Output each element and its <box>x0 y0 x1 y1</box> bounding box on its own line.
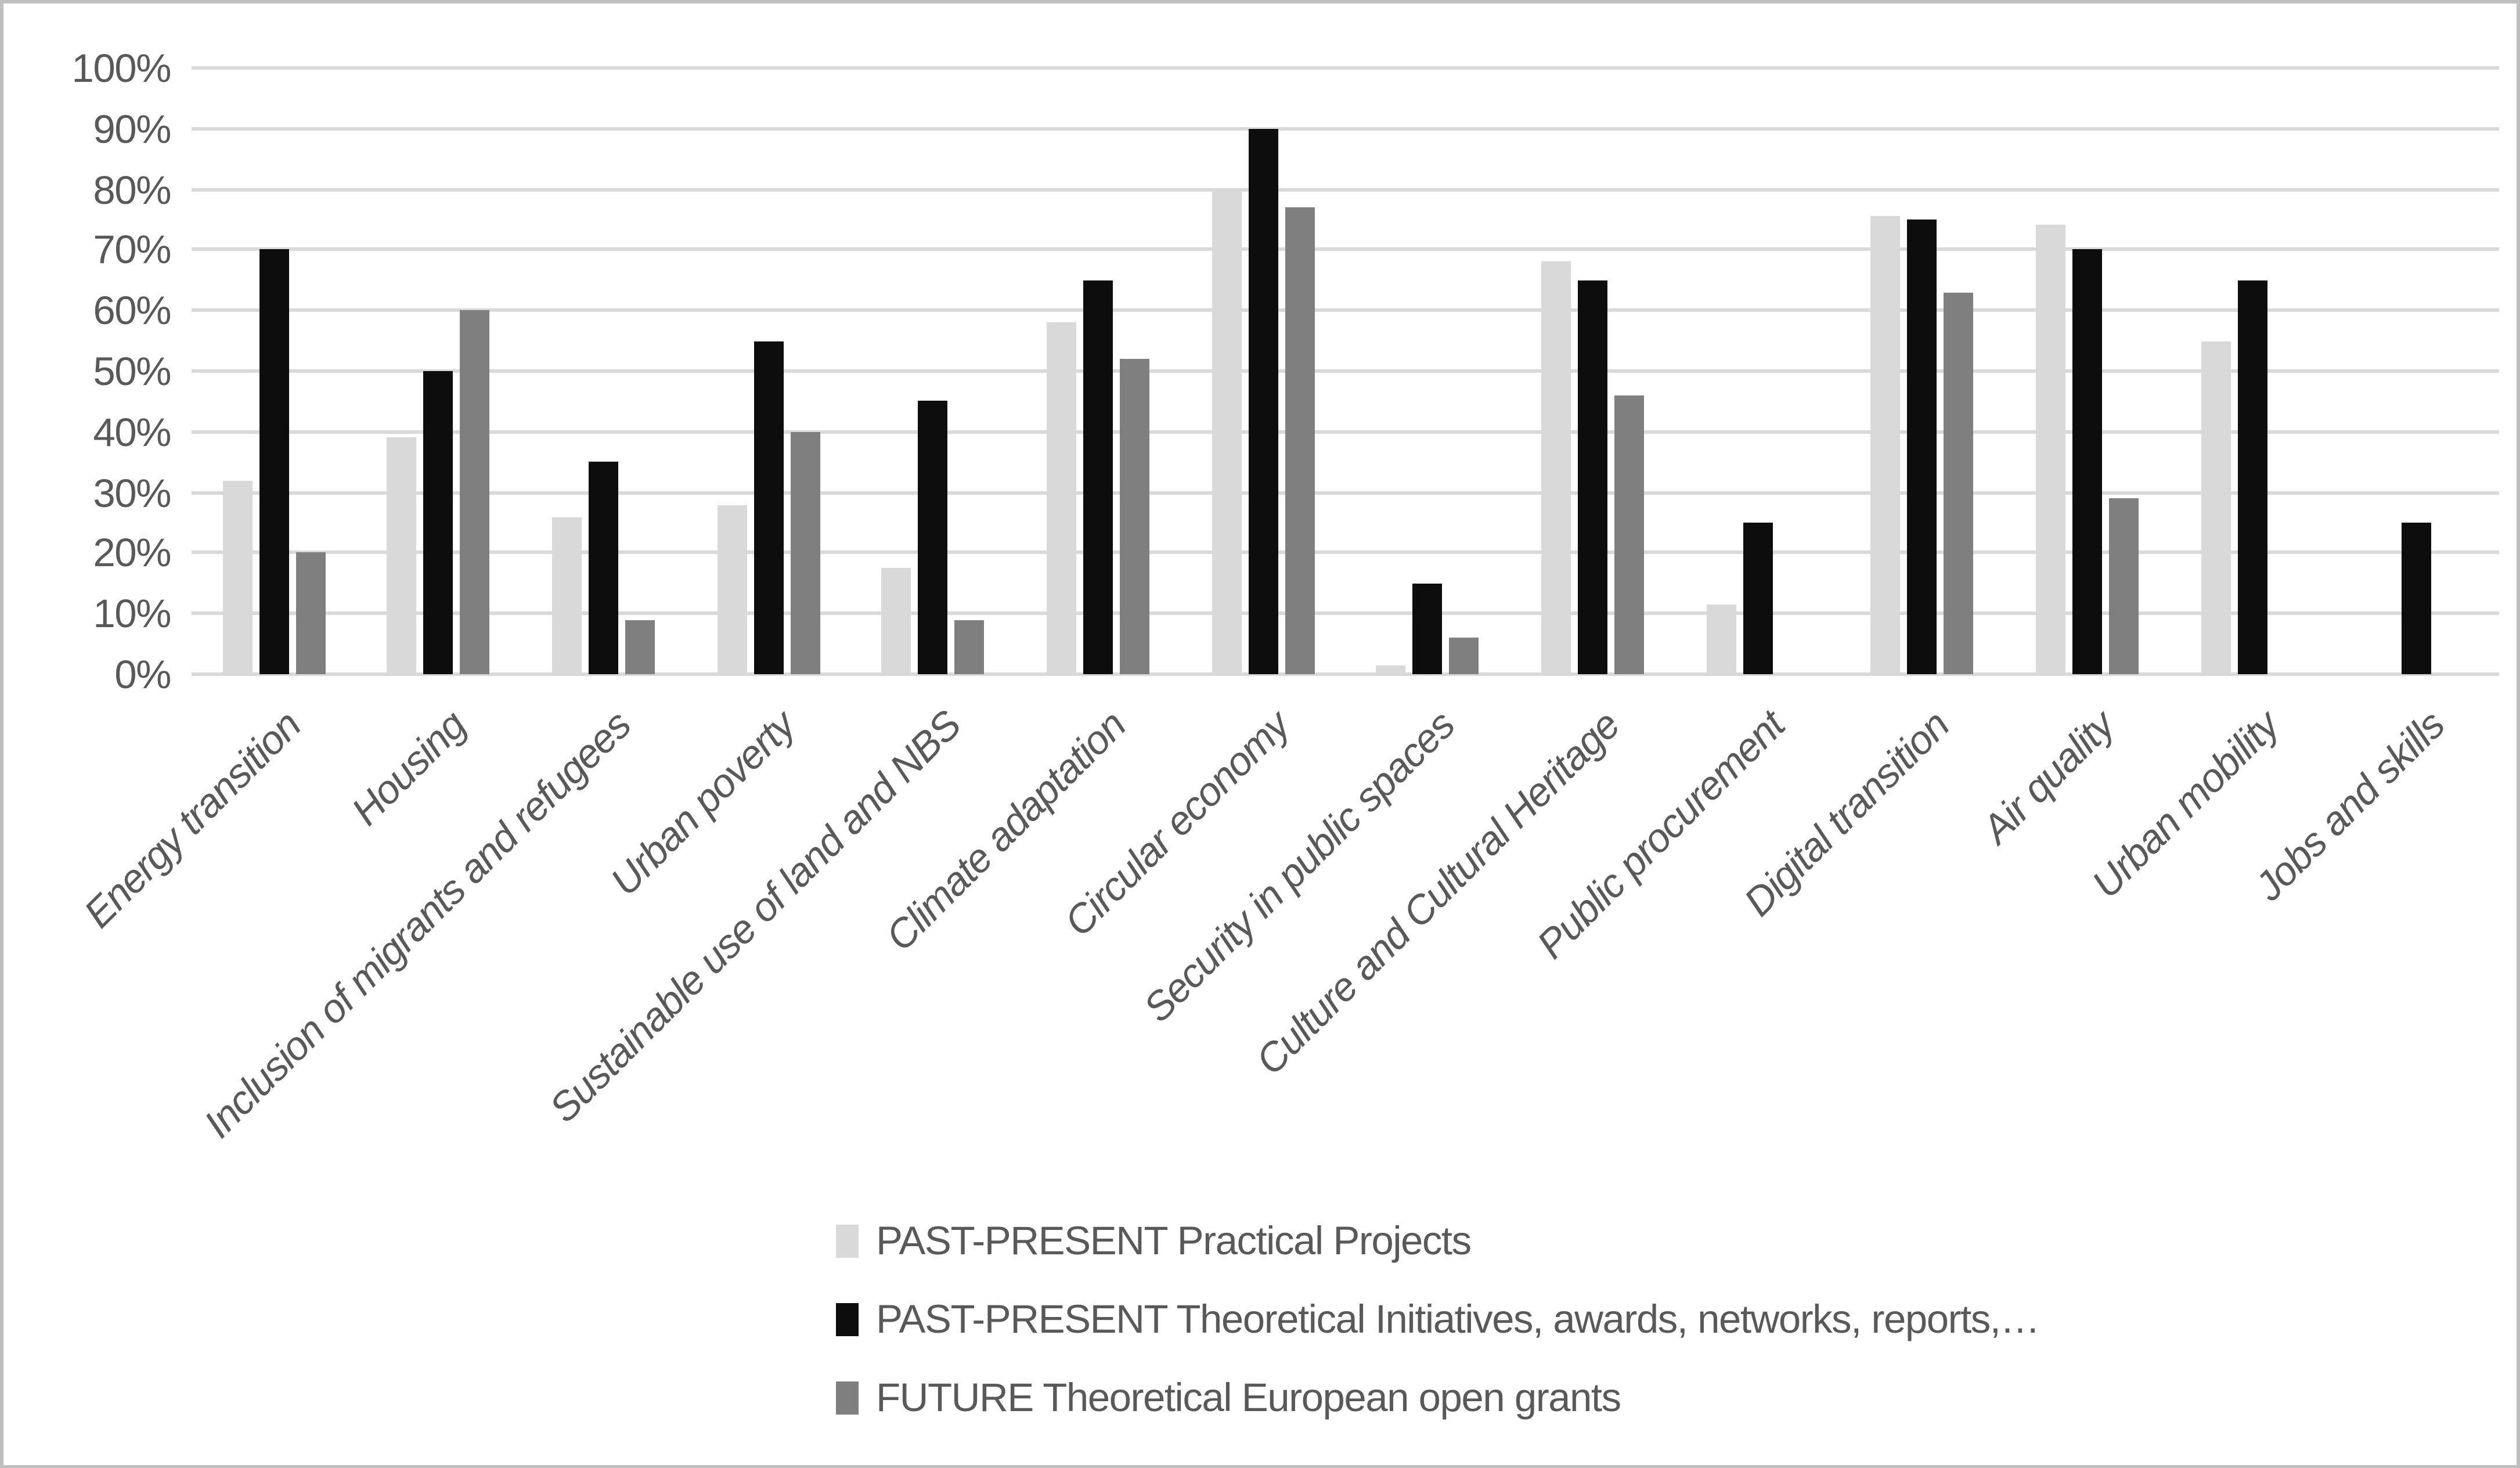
bar <box>2237 280 2267 674</box>
bar <box>1742 523 1772 674</box>
x-axis-category-label: Security in public spaces <box>1134 702 1463 1031</box>
bar <box>552 516 582 674</box>
bar <box>1083 280 1113 674</box>
gridline <box>192 187 2499 191</box>
y-axis-tick-label: 80% <box>93 166 171 212</box>
gridline <box>192 308 2499 312</box>
bar <box>1577 280 1607 674</box>
bar <box>589 462 619 674</box>
y-axis-tick-label: 20% <box>93 530 171 576</box>
bar <box>1706 604 1736 674</box>
x-axis-category-label: Air quality <box>1973 702 2123 852</box>
bar <box>460 310 491 674</box>
legend-label: FUTURE Theoretical European open grants <box>876 1373 1621 1419</box>
bar <box>1614 395 1644 674</box>
bar <box>259 250 289 674</box>
bar <box>1412 583 1443 674</box>
bar <box>424 371 454 674</box>
y-axis-tick-label: 40% <box>93 409 171 455</box>
legend-label: PAST-PRESENT Practical Projects <box>876 1217 1472 1262</box>
y-axis-tick-label: 100% <box>71 45 172 91</box>
gridline <box>192 672 2499 676</box>
bar <box>1870 216 1901 674</box>
y-axis-tick-label: 0% <box>114 652 171 697</box>
bar <box>1120 359 1150 674</box>
bar <box>955 620 985 674</box>
y-axis-tick-label: 90% <box>93 106 171 152</box>
legend-item: FUTURE Theoretical European open grants <box>836 1373 2039 1419</box>
legend-marker <box>836 1224 859 1257</box>
bar <box>1248 128 1278 674</box>
bar <box>1285 207 1315 674</box>
x-axis-category-label: Energy transition <box>75 702 310 937</box>
gridline <box>192 66 2499 70</box>
bar <box>2108 498 2139 674</box>
legend-marker <box>836 1380 859 1414</box>
gridline <box>192 551 2499 555</box>
bar <box>790 431 820 674</box>
bar <box>625 620 655 674</box>
bar <box>1541 262 1571 674</box>
gridline <box>192 127 2499 131</box>
bar <box>918 401 949 674</box>
gridline <box>192 490 2499 494</box>
bar <box>1212 189 1242 674</box>
bar <box>882 568 912 674</box>
y-axis-tick-label: 50% <box>93 348 171 394</box>
legend-item: PAST-PRESENT Practical Projects <box>836 1217 2039 1262</box>
bar <box>1449 638 1479 674</box>
bar <box>1907 220 1937 674</box>
gridline <box>192 369 2499 373</box>
y-axis-tick-label: 10% <box>93 591 171 636</box>
x-axis-category-label: Housing <box>343 702 475 834</box>
bar <box>1047 322 1077 674</box>
bar <box>1944 292 1974 674</box>
bar <box>754 340 784 674</box>
legend: PAST-PRESENT Practical Projects PAST-PRES… <box>836 1217 2040 1455</box>
bar <box>2072 250 2102 674</box>
bar <box>222 480 253 674</box>
bar <box>2200 340 2230 674</box>
legend-label: PAST-PRESENT Theoretical Initiatives, aw… <box>876 1295 2040 1341</box>
bar <box>2402 523 2432 674</box>
legend-item: PAST-PRESENT Theoretical Initiatives, aw… <box>836 1295 2040 1341</box>
bar <box>387 437 417 674</box>
gridline <box>192 611 2499 616</box>
y-axis-tick-label: 30% <box>93 469 171 515</box>
y-axis-tick-label: 70% <box>93 227 171 273</box>
y-axis-tick-label: 60% <box>93 287 171 333</box>
bar <box>295 553 326 674</box>
bar <box>2035 225 2065 674</box>
bar <box>717 504 747 674</box>
bar <box>1376 665 1406 674</box>
gridline <box>192 430 2499 434</box>
legend-marker <box>836 1302 859 1336</box>
gridline <box>192 248 2499 252</box>
